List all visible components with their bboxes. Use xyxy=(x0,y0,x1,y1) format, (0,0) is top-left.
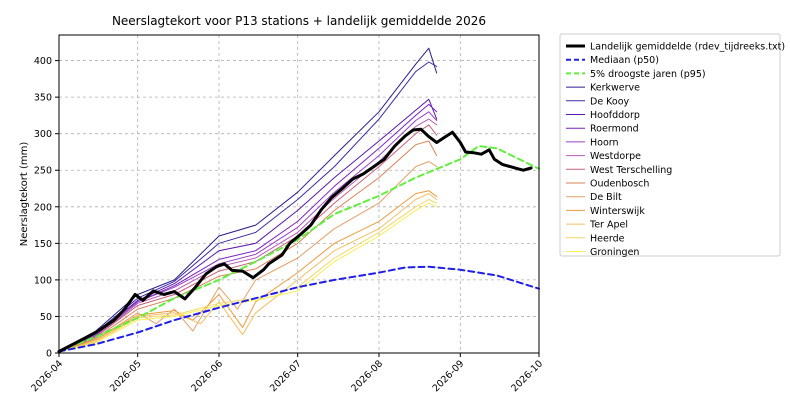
series-line xyxy=(58,124,438,352)
y-tick-label: 400 xyxy=(34,56,52,67)
x-tick-label: 2026-10 xyxy=(509,358,545,394)
legend-label: Heerde xyxy=(590,233,625,244)
series-line xyxy=(58,140,438,352)
series-line xyxy=(58,98,438,352)
legend-label: De Bilt xyxy=(590,192,622,203)
x-tick-label: 2026-06 xyxy=(189,358,225,394)
legend-label: Westdorpe xyxy=(590,151,641,162)
y-tick-label: 200 xyxy=(34,202,52,213)
y-tick-label: 350 xyxy=(34,93,52,104)
series-line xyxy=(58,265,540,353)
legend-label: Roermond xyxy=(590,124,639,135)
series-line xyxy=(58,161,438,352)
y-tick-label: 300 xyxy=(34,129,52,140)
series-line xyxy=(58,47,438,352)
legend-items: Landelijk gemiddelde (rdev_tijdreeks.txt… xyxy=(566,42,785,258)
x-tick-label: 2026-04 xyxy=(29,358,65,394)
legend: Landelijk gemiddelde (rdev_tijdreeks.txt… xyxy=(559,33,785,258)
y-tick-label: 150 xyxy=(34,239,52,250)
y-tick-label: 0 xyxy=(46,349,52,360)
y-tick-label: 250 xyxy=(34,166,52,177)
series-line xyxy=(58,202,438,352)
legend-label: Hoorn xyxy=(590,137,619,148)
x-axis: 2026-04 2026-05 2026-06 2026-07 2026-08 2026-… xyxy=(29,353,545,394)
legend-label: Groningen xyxy=(590,247,639,258)
x-tick-label: 2026-09 xyxy=(431,358,467,394)
legend-label: Hoofddorp xyxy=(590,110,640,121)
x-tick-label: 2026-07 xyxy=(268,358,304,394)
series-layer xyxy=(57,47,540,353)
plot-frame xyxy=(58,34,540,354)
series-line xyxy=(58,118,438,352)
x-tick-label: 2026-08 xyxy=(349,358,385,394)
series-line xyxy=(58,61,438,352)
legend-label: Winterswijk xyxy=(590,206,645,217)
x-tick-label: 2026-05 xyxy=(108,358,144,394)
legend-label: West Terschelling xyxy=(590,165,672,176)
legend-frame xyxy=(559,33,781,257)
legend-label: Landelijk gemiddelde (rdev_tijdreeks.txt… xyxy=(590,42,785,53)
y-tick-label: 50 xyxy=(40,312,52,323)
legend-label: 5% droogste jaren (p95) xyxy=(590,69,706,80)
series-line xyxy=(58,193,438,352)
series-line xyxy=(58,111,438,352)
y-axis: 0 50 100 150 200 250 300 350 400 xyxy=(34,56,59,360)
legend-label: Mediaan (p50) xyxy=(590,55,659,66)
chart-title: Neerslagtekort voor P13 stations + lande… xyxy=(112,14,486,28)
legend-label: Kerkwerve xyxy=(590,83,640,94)
series-line xyxy=(58,145,540,352)
legend-label: De Kooy xyxy=(590,96,630,107)
legend-label: Oudenbosch xyxy=(590,179,649,190)
series-line xyxy=(57,127,533,353)
legend-label: Ter Apel xyxy=(589,220,628,231)
y-axis-label: Neerslagtekort (mm) xyxy=(19,142,30,247)
y-tick-label: 100 xyxy=(34,275,52,286)
